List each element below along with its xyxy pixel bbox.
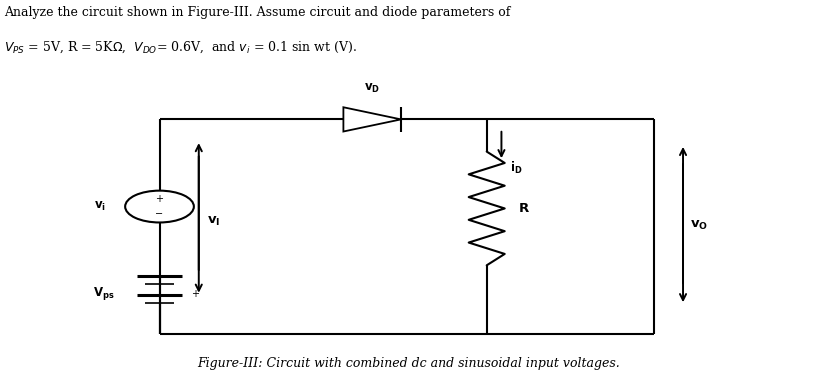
Text: $\mathbf{V_{ps}}$: $\mathbf{V_{ps}}$ [93, 285, 115, 302]
Text: $\mathbf{v_O}$: $\mathbf{v_O}$ [690, 219, 708, 232]
Text: $\mathbf{i_D}$: $\mathbf{i_D}$ [510, 160, 522, 176]
Text: +: + [191, 289, 199, 299]
Text: $\mathbf{v_D}$: $\mathbf{v_D}$ [364, 81, 380, 95]
Text: −: − [155, 209, 164, 219]
Text: Analyze the circuit shown in Figure-III. Assume circuit and diode parameters of: Analyze the circuit shown in Figure-III.… [4, 6, 510, 19]
Text: $V_{PS}$ = 5V, R = 5K$\Omega$,  $V_{DO}$= 0.6V,  and $v_i$ = 0.1 sin wt (V).: $V_{PS}$ = 5V, R = 5K$\Omega$, $V_{DO}$=… [4, 40, 357, 55]
Text: $\mathbf{v_i}$: $\mathbf{v_i}$ [94, 200, 106, 213]
Text: $\mathbf{R}$: $\mathbf{R}$ [518, 202, 530, 215]
Text: Figure-III: Circuit with combined dc and sinusoidal input voltages.: Figure-III: Circuit with combined dc and… [198, 357, 620, 370]
Text: +: + [155, 194, 164, 204]
Text: $\mathbf{v_I}$: $\mathbf{v_I}$ [207, 215, 220, 228]
